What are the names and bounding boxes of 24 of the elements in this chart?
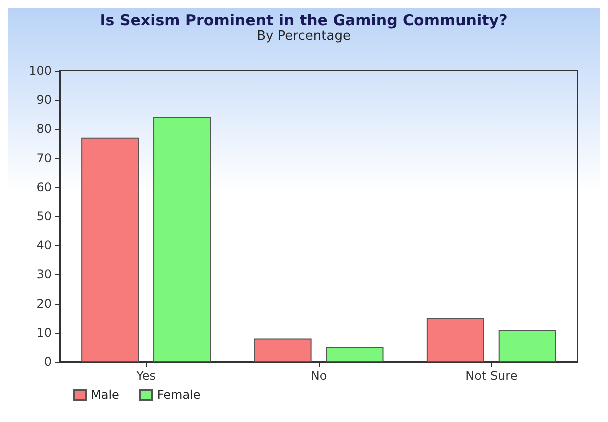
x-tick-label: No — [310, 369, 328, 383]
y-tick-label: 40 — [36, 238, 52, 253]
bar — [82, 138, 140, 362]
y-tick-label: 10 — [36, 326, 52, 340]
chart-title: Is Sexism Prominent in the Gaming Community? — [100, 12, 508, 30]
y-tick-label: 80 — [36, 122, 52, 136]
y-tick-label: 70 — [36, 151, 52, 166]
y-tick-label: 20 — [36, 296, 52, 311]
y-tick-label: 100 — [29, 64, 52, 78]
legend-label: Male — [91, 388, 120, 402]
y-tick-label: 50 — [36, 210, 52, 224]
chart-subtitle: By Percentage — [257, 29, 351, 44]
y-tick-label: 0 — [44, 355, 52, 369]
x-tick-label: Yes — [136, 369, 156, 383]
y-tick-label: 90 — [36, 93, 52, 108]
bar — [154, 118, 212, 362]
bar — [326, 347, 384, 362]
y-tick-label: 60 — [36, 180, 52, 194]
bar — [426, 318, 484, 362]
legend-label: Female — [157, 388, 201, 402]
bar — [498, 330, 556, 362]
bar — [254, 338, 312, 362]
x-tick-label: Not Sure — [466, 369, 518, 383]
y-tick-label: 30 — [36, 268, 52, 282]
